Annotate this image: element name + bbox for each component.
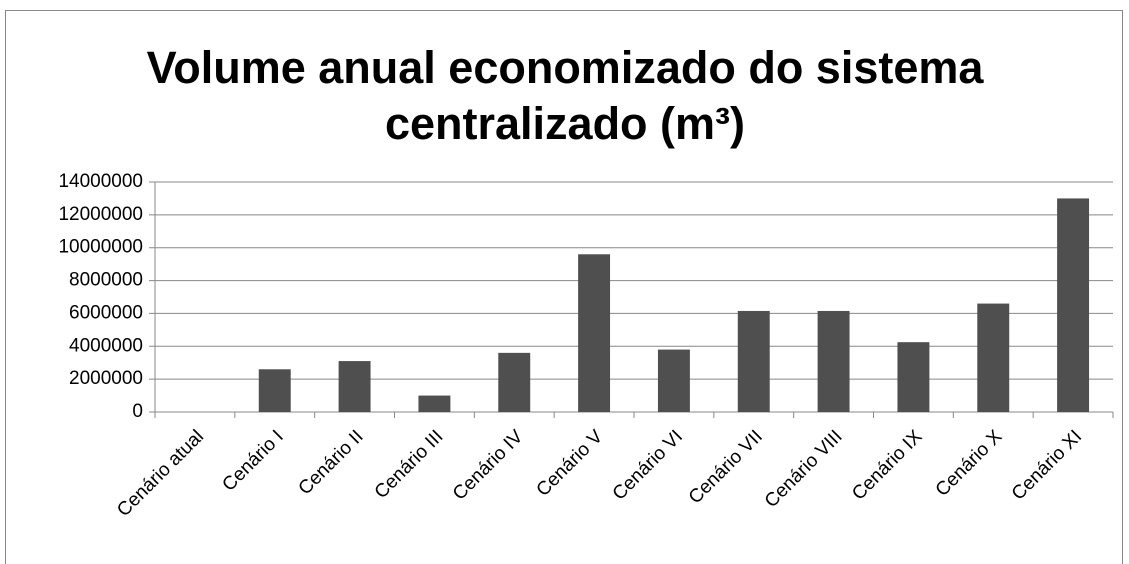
x-tick-label: Cenário III (371, 426, 448, 503)
y-tick-label: 10000000 (58, 237, 143, 258)
bar (817, 310, 850, 412)
bar (977, 303, 1010, 412)
x-tick-label: Cenário VII (685, 426, 767, 508)
bar (418, 395, 451, 412)
x-tick-label: Cenário IX (848, 426, 927, 505)
x-tick-label: Cenário V (533, 426, 608, 501)
y-tick-label: 0 (132, 401, 143, 422)
x-tick-label: Cenário IV (449, 426, 528, 505)
y-tick-label: 12000000 (58, 204, 143, 225)
x-tick-label: Cenário X (932, 426, 1007, 501)
bar (498, 352, 531, 412)
bar (258, 369, 291, 412)
border (5, 10, 1123, 564)
bar (338, 361, 371, 412)
bar (737, 310, 770, 412)
x-tick-label: Cenário II (295, 426, 368, 499)
bar (578, 254, 611, 412)
x-tick-label: Cenário VI (609, 426, 687, 504)
y-tick-label: 2000000 (69, 368, 143, 389)
y-tick-label: 14000000 (58, 171, 143, 192)
x-tick-label: Cenário atual (113, 426, 208, 521)
chart-title: Volume anual economizado do sistema cent… (146, 42, 984, 149)
y-tick-label: 4000000 (69, 335, 143, 356)
x-tick-label: Cenário I (218, 426, 287, 495)
x-tick-label: Cenário VIII (761, 426, 847, 512)
bar (657, 349, 690, 412)
bar (897, 342, 930, 412)
y-tick-label: 8000000 (69, 270, 143, 291)
x-tick-label: Cenário XI (1008, 426, 1086, 504)
bar (1057, 198, 1090, 412)
y-tick-label: 6000000 (69, 302, 143, 323)
